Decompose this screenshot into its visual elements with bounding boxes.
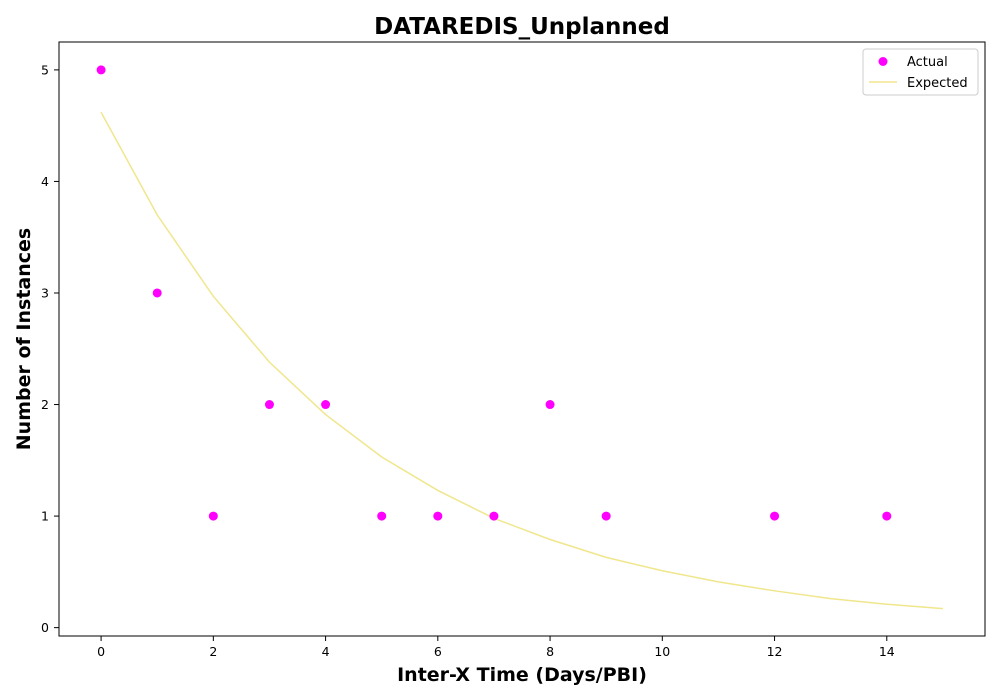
y-tick-label: 4 xyxy=(41,174,49,189)
y-tick-label: 3 xyxy=(41,285,49,300)
legend-actual-marker xyxy=(878,57,888,66)
actual-point xyxy=(770,511,780,521)
y-tick-label: 5 xyxy=(41,62,49,77)
expected-line xyxy=(100,111,943,610)
actual-point xyxy=(489,511,499,521)
y-tick-label: 1 xyxy=(41,509,49,524)
actual-point xyxy=(208,511,218,521)
x-tick-label: 10 xyxy=(654,644,670,659)
x-tick-label: 12 xyxy=(767,644,783,659)
actual-point xyxy=(882,511,892,521)
actual-point xyxy=(601,511,611,521)
x-tick-label: 8 xyxy=(546,644,554,659)
x-tick-label: 0 xyxy=(97,644,105,659)
x-tick-label: 14 xyxy=(879,644,895,659)
plot-area xyxy=(58,41,986,637)
actual-point xyxy=(321,400,331,410)
actual-point xyxy=(433,511,443,521)
y-tick-label: 0 xyxy=(41,620,49,635)
chart-title: DATAREDIS_Unplanned xyxy=(374,14,670,40)
actual-point xyxy=(377,511,387,521)
actual-point xyxy=(152,288,162,298)
x-tick-label: 4 xyxy=(322,644,330,659)
legend: Actual Expected xyxy=(862,48,979,96)
legend-box xyxy=(862,48,979,96)
legend-expected-label: Expected xyxy=(907,76,968,91)
y-axis: 0 1 2 3 4 5 xyxy=(41,62,59,635)
actual-point xyxy=(96,65,106,75)
y-tick-label: 2 xyxy=(41,397,49,412)
actual-point xyxy=(545,400,555,410)
y-axis-label: Number of Instances xyxy=(13,228,35,450)
x-axis: 0 2 4 6 8 10 12 14 xyxy=(97,636,895,659)
x-tick-label: 6 xyxy=(434,644,442,659)
x-tick-label: 2 xyxy=(209,644,217,659)
x-axis-label: Inter-X Time (Days/PBI) xyxy=(397,664,647,686)
legend-actual-label: Actual xyxy=(907,55,948,70)
actual-point xyxy=(264,400,274,410)
series-layer xyxy=(96,65,943,610)
